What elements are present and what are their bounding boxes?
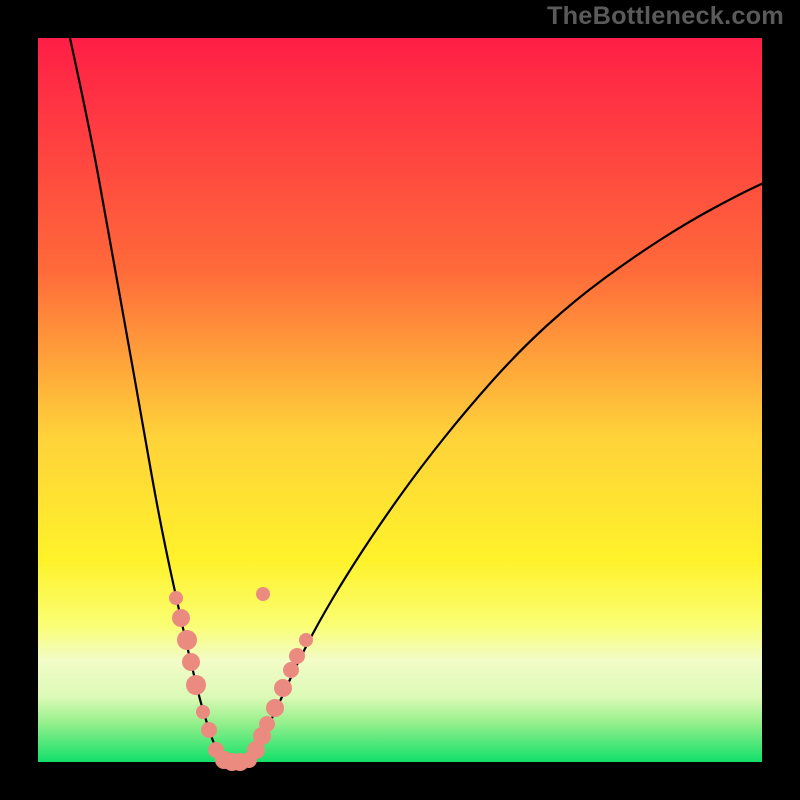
data-dot <box>196 705 210 719</box>
data-dot <box>177 630 197 650</box>
data-dot <box>169 591 183 605</box>
data-dot <box>172 609 190 627</box>
data-dot <box>182 653 200 671</box>
data-dot <box>186 675 206 695</box>
data-dot <box>201 722 217 738</box>
data-dot <box>289 648 305 664</box>
data-dot <box>299 633 313 647</box>
data-dot <box>256 587 270 601</box>
data-dot <box>259 716 275 732</box>
data-dot <box>283 662 299 678</box>
data-dot <box>266 699 284 717</box>
data-dot <box>274 679 292 697</box>
data-dots <box>0 0 800 800</box>
watermark-text: TheBottleneck.com <box>547 2 784 31</box>
chart-container: TheBottleneck.com <box>0 0 800 800</box>
